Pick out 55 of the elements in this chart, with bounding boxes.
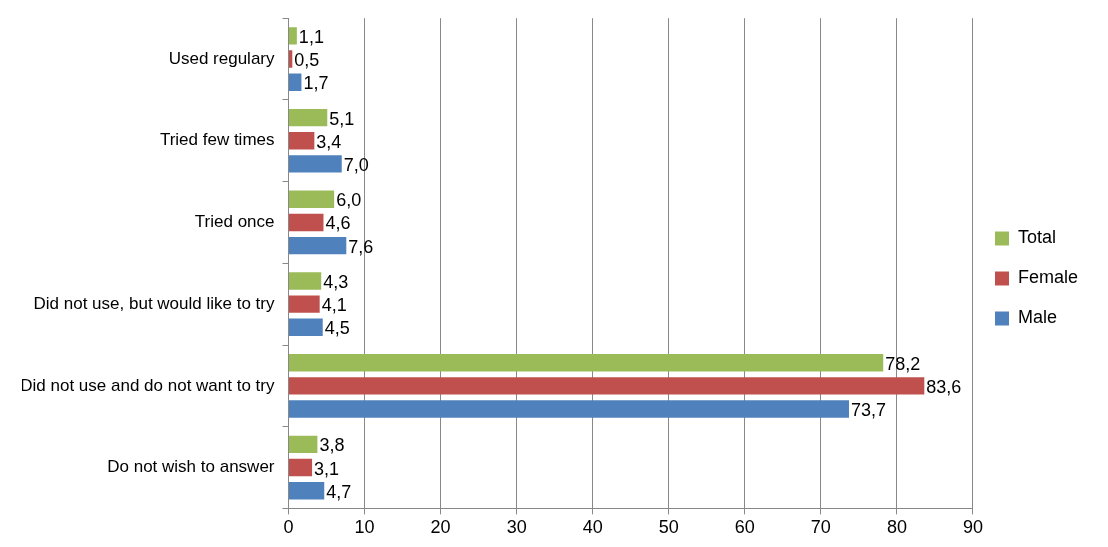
data-label: 1,1 [298,26,324,47]
bar [289,482,325,500]
bar [289,400,850,418]
bar [289,458,313,477]
data-label: 1,7 [303,73,329,94]
data-label: 4,3 [323,271,349,292]
x-tick-label: 70 [810,517,831,538]
y-tick-label: Used regulary [168,48,275,68]
y-tick-label: Tried few times [159,130,275,150]
x-tick-label: 60 [734,517,755,538]
data-label: 4,5 [324,318,350,339]
bar [289,213,324,232]
x-tick-label: 40 [582,517,603,538]
data-label: 7,6 [348,236,374,257]
bar [289,272,322,290]
data-label: 83,6 [926,376,962,397]
data-label: 3,4 [316,131,342,152]
bar [289,295,320,313]
bar [289,318,323,336]
bar [289,354,884,372]
legend-label: Female [1017,267,1079,288]
x-tick-label: 50 [658,517,679,538]
bar [289,27,297,45]
bar [289,377,925,395]
x-tick-label: 0 [283,517,294,538]
data-label: 6,0 [336,190,362,211]
bar [289,190,335,208]
bar [289,73,302,91]
y-tick-label: Did not use, but would like to try [33,293,275,313]
data-label: 73,7 [851,399,887,420]
bar [289,155,342,173]
x-tick-label: 20 [430,517,451,538]
data-label: 78,2 [885,353,921,374]
y-tick-label: Tried once [194,212,275,232]
bar [289,236,347,255]
bar [289,50,293,68]
legend-label: Total [1017,227,1057,248]
x-tick-label: 30 [506,517,527,538]
data-label: 7,0 [343,154,369,175]
x-tick-label: 10 [354,517,375,538]
data-label: 0,5 [294,50,320,71]
x-tick-label: 90 [962,517,983,538]
data-label: 3,8 [319,435,345,456]
data-label: 4,6 [325,213,351,234]
bar [289,132,315,150]
bar [289,435,318,454]
bar [289,108,328,127]
y-tick-label: Do not wish to answer [107,457,275,477]
data-label: 5,1 [329,108,355,129]
data-label: 3,1 [314,458,340,479]
legend-label: Male [1017,307,1057,328]
data-label: 4,1 [321,295,347,316]
y-tick-label: Did not use and do not want to try [20,375,275,395]
x-tick-label: 80 [886,517,907,538]
data-label: 4,7 [326,481,352,502]
